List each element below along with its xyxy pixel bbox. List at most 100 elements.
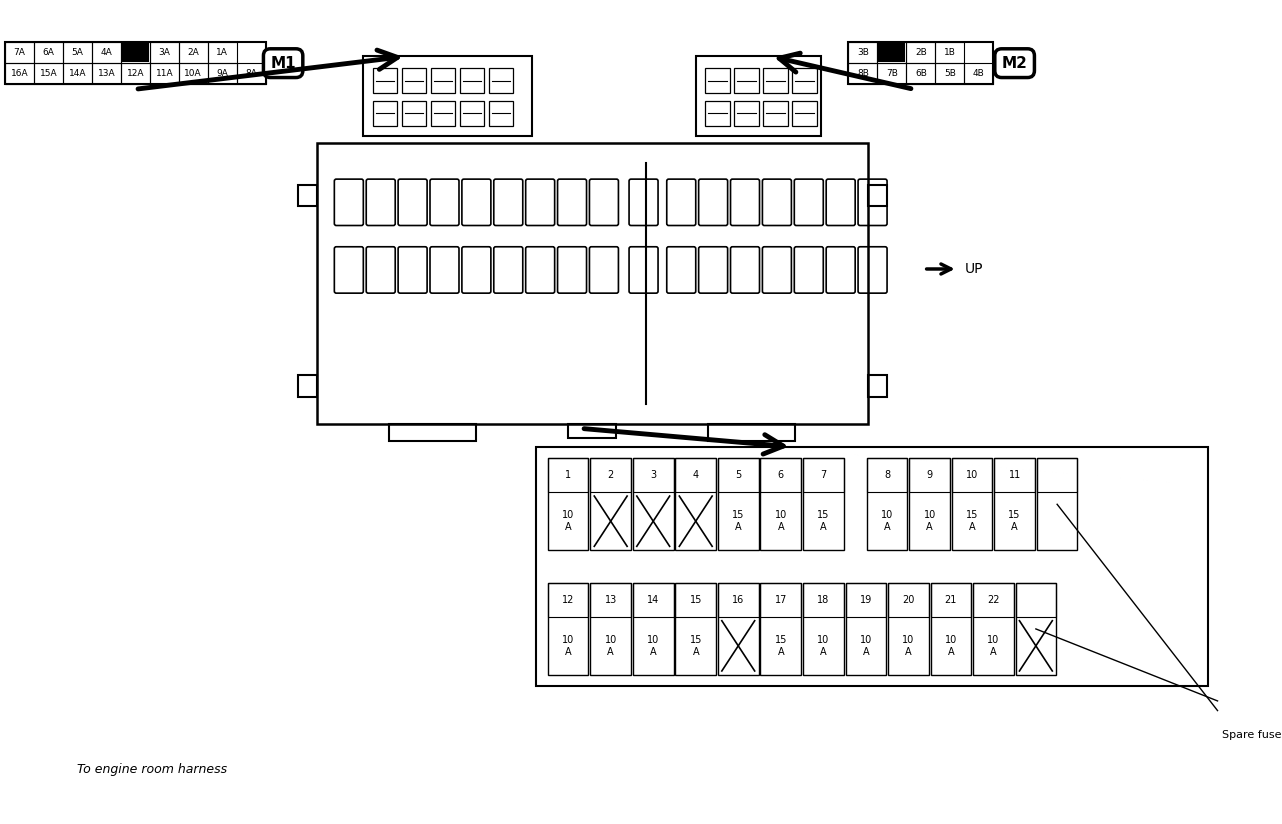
Text: 1: 1 (565, 471, 572, 480)
Text: 15
A: 15 A (774, 635, 787, 657)
Bar (696, 56, 822, 136)
Bar (208, 42, 237, 63)
Bar (92, 63, 121, 84)
Text: 10
A: 10 A (774, 510, 787, 532)
Bar (373, 101, 397, 126)
Bar (676, 458, 717, 492)
Bar (237, 63, 265, 84)
Bar (867, 458, 908, 492)
Text: 10
A: 10 A (923, 510, 936, 532)
Text: 13A: 13A (97, 69, 115, 78)
Bar (849, 42, 877, 63)
Bar (5, 42, 33, 63)
Bar (363, 56, 532, 136)
Bar (718, 458, 759, 492)
Text: 5B: 5B (944, 69, 956, 78)
Text: 2A: 2A (187, 48, 199, 57)
Bar (868, 375, 887, 396)
Bar (676, 583, 717, 617)
Bar (547, 583, 588, 675)
Bar (591, 458, 631, 492)
Bar (317, 143, 868, 424)
Bar (995, 458, 1035, 550)
Text: 5: 5 (735, 471, 741, 480)
Text: 21: 21 (945, 595, 958, 605)
Bar (995, 458, 1035, 492)
Text: 11: 11 (1009, 471, 1020, 480)
Text: 10
A: 10 A (562, 635, 574, 657)
Bar (760, 583, 801, 617)
Bar (547, 458, 588, 550)
Bar (460, 68, 485, 93)
Text: 15A: 15A (40, 69, 58, 78)
Text: 6: 6 (778, 471, 783, 480)
Bar (803, 458, 844, 550)
Bar (849, 63, 877, 84)
Text: 11A: 11A (155, 69, 173, 78)
Bar (803, 583, 844, 617)
Bar (5, 42, 265, 84)
Bar (633, 583, 673, 675)
Bar (547, 583, 588, 617)
Text: 20: 20 (903, 595, 914, 605)
Bar (121, 63, 150, 84)
Bar (633, 583, 673, 617)
Text: 10
A: 10 A (860, 635, 872, 657)
Text: 2B: 2B (915, 48, 927, 57)
Bar (705, 68, 729, 93)
Text: 17: 17 (774, 595, 787, 605)
Bar (760, 458, 801, 492)
Text: 15
A: 15 A (690, 635, 703, 657)
Bar (846, 583, 886, 675)
Text: 1B: 1B (944, 48, 956, 57)
Bar (909, 458, 950, 492)
Text: 6A: 6A (42, 48, 54, 57)
Bar (373, 68, 397, 93)
Bar (846, 583, 886, 617)
Bar (460, 101, 485, 126)
Bar (877, 63, 906, 84)
Text: 22: 22 (987, 595, 1000, 605)
Bar (906, 42, 936, 63)
Bar (92, 42, 121, 63)
Text: 7A: 7A (13, 48, 26, 57)
Bar (488, 101, 513, 126)
Bar (150, 63, 178, 84)
Bar (936, 42, 964, 63)
Bar (878, 43, 905, 62)
Bar (849, 42, 994, 84)
Text: 10
A: 10 A (945, 635, 956, 657)
Bar (931, 583, 972, 617)
Bar (718, 583, 759, 675)
Text: 9A: 9A (217, 69, 228, 78)
Text: 9: 9 (927, 471, 932, 480)
Bar (888, 583, 928, 617)
Bar (1015, 583, 1056, 617)
Bar (867, 458, 908, 550)
Bar (178, 42, 208, 63)
Text: Spare fuse: Spare fuse (1222, 730, 1282, 740)
Text: 10
A: 10 A (605, 635, 617, 657)
Bar (150, 42, 178, 63)
Text: 8B: 8B (856, 69, 869, 78)
Bar (676, 583, 717, 675)
Bar (792, 68, 817, 93)
Bar (488, 68, 513, 93)
Bar (297, 185, 317, 206)
Bar (591, 458, 631, 550)
Text: M2: M2 (1001, 56, 1028, 71)
Bar (33, 63, 63, 84)
Bar (763, 101, 787, 126)
Text: 12: 12 (562, 595, 574, 605)
Text: 15
A: 15 A (1009, 510, 1020, 532)
Bar (735, 68, 759, 93)
Text: 8: 8 (885, 471, 890, 480)
Bar (760, 458, 801, 550)
Bar (888, 583, 928, 675)
Text: 5A: 5A (72, 48, 83, 57)
Text: 19: 19 (860, 595, 872, 605)
Bar (431, 101, 455, 126)
Text: M1: M1 (271, 56, 296, 71)
Bar (868, 185, 887, 206)
Text: 10
A: 10 A (903, 635, 914, 657)
